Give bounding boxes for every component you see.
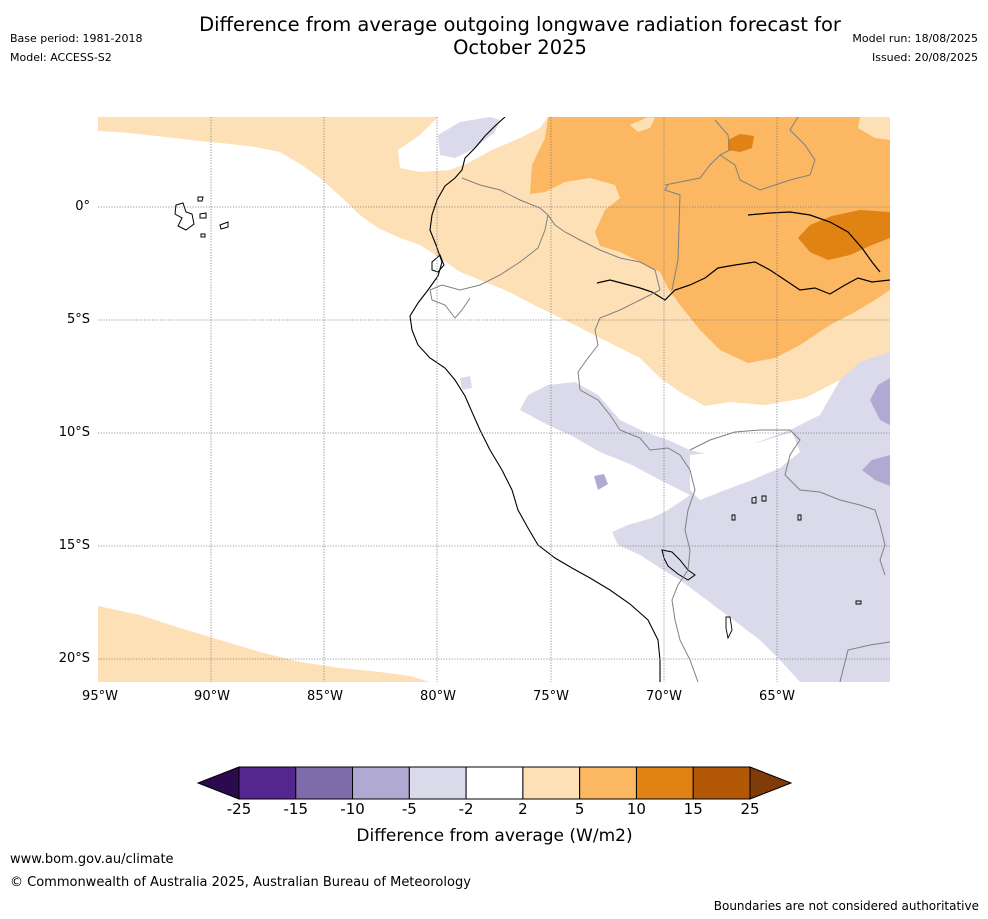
lat-label-0: 0° (75, 199, 90, 214)
lon-label-95w: 95°W (82, 689, 118, 704)
lake-titicaca (661, 549, 696, 581)
lon-label-90w: 90°W (194, 689, 230, 704)
lon-label-85w: 85°W (307, 689, 343, 704)
anomaly-spot-purple (594, 474, 608, 490)
colorbar-arrow-min (196, 766, 240, 800)
political-borders (429, 117, 890, 682)
coastline (409, 117, 661, 682)
lat-label-10s: 10°S (58, 425, 90, 440)
model-run-text: Model run: 18/08/2025 (852, 32, 978, 45)
anomaly-spot-dark-orange (728, 134, 754, 152)
colorbar-tick-label: -2 (458, 800, 474, 818)
title-line-1: Difference from average outgoing longwav… (199, 13, 841, 36)
colorbar-tick-label: -10 (340, 800, 365, 818)
map-field (98, 117, 890, 682)
anomaly-spot-light-orange (858, 117, 890, 140)
issued-text: Issued: 20/08/2025 (871, 51, 978, 64)
base-period-text: Base period: 1981-2018 (10, 32, 143, 45)
colorbar-tick-label: 2 (518, 800, 528, 818)
graticule (98, 117, 890, 682)
colorbar-segment (579, 766, 637, 800)
anomaly-region-purple-east (870, 378, 890, 425)
title-line-2: October 2025 (453, 36, 587, 59)
galapagos-islands (174, 196, 229, 238)
lon-label-65w: 65°W (759, 689, 795, 704)
colorbar-segment (352, 766, 410, 800)
colorbar-segment (295, 766, 354, 800)
lon-label-75w: 75°W (533, 689, 569, 704)
colorbar-segment (522, 766, 581, 800)
anomaly-region-orange-north (530, 117, 890, 363)
map-title: Difference from average outgoing longwav… (0, 13, 988, 59)
colorbar-tick-label: 5 (574, 800, 585, 818)
colorbar-label: Difference from average (W/m2) (356, 826, 633, 846)
colorbar-segment (635, 766, 694, 800)
colorbar-arrow-max (749, 766, 793, 800)
anomaly-spot-light-orange-2 (630, 117, 655, 132)
colorbar-tick-label: 25 (740, 800, 760, 818)
copyright-text: © Commonwealth of Australia 2025, Austra… (10, 875, 471, 890)
lon-label-80w: 80°W (420, 689, 456, 704)
river-maranon-amazon (596, 261, 890, 301)
colorbar-segment (238, 766, 297, 800)
colorbar-tick-label: 10 (626, 800, 646, 818)
anomaly-region-light-purple-north (438, 117, 500, 158)
small-lakes (725, 495, 862, 640)
colorbar-tick-label: 15 (683, 800, 703, 818)
lon-label-70w: 70°W (646, 689, 682, 704)
colorbar-tick-label: -5 (401, 800, 417, 818)
lat-label-15s: 15°S (58, 538, 90, 553)
anomaly-spot-light-purple-coast (460, 376, 472, 390)
neutral-gap-south (690, 432, 800, 500)
colorbar-segment (408, 766, 467, 800)
lat-label-20s: 20°S (58, 651, 90, 666)
lat-label-5s: 5°S (66, 312, 90, 327)
website-text: www.bom.gov.au/climate (10, 852, 174, 867)
anomaly-region-light-orange-southwest (98, 606, 430, 682)
disclaimer-text: Boundaries are not considered authoritat… (713, 899, 979, 913)
colorbar-segment (465, 766, 524, 800)
coastline-guayaquil (431, 254, 445, 273)
anomaly-region-dark-orange-east (798, 210, 890, 260)
colorbar-tick-label: -15 (283, 800, 309, 818)
colorbar-segment (692, 766, 751, 800)
colorbar-tick-label: -25 (226, 800, 252, 818)
model-text: Model: ACCESS-S2 (10, 51, 112, 64)
anomaly-region-purple-east-2 (862, 455, 890, 486)
anomaly-region-light-purple-south (520, 352, 890, 682)
